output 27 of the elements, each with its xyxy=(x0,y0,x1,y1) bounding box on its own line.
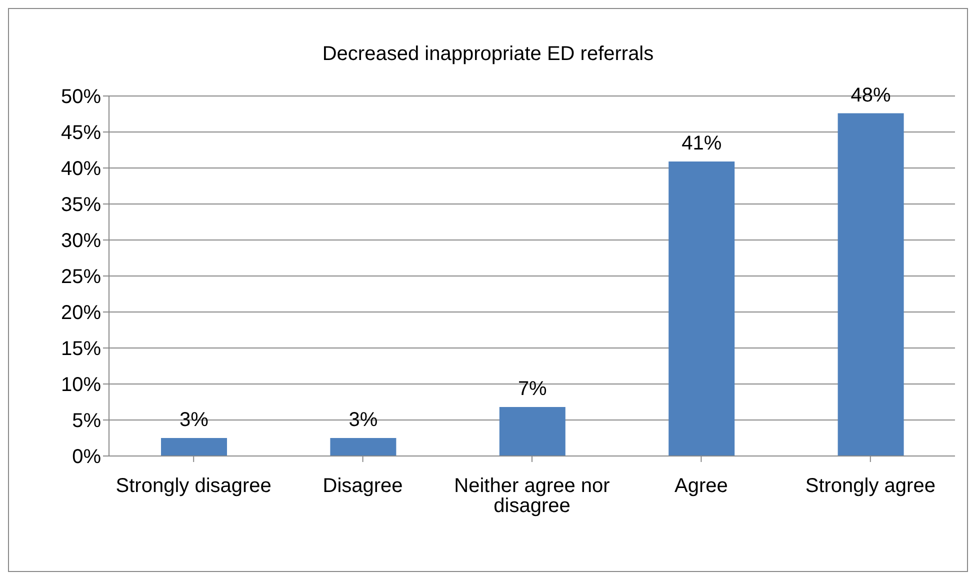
bar xyxy=(330,438,396,456)
bar xyxy=(499,407,566,456)
data-label: 3% xyxy=(348,409,378,431)
x-tick-label: Neither agree nor disagree xyxy=(454,475,610,518)
x-tick-label: Disagree xyxy=(322,475,403,498)
data-label: 3% xyxy=(180,409,209,431)
data-label: 48% xyxy=(850,84,892,106)
y-tick-label: 25% xyxy=(60,266,102,288)
data-label: 7% xyxy=(518,378,548,400)
y-tick-label: 5% xyxy=(72,410,102,432)
bar xyxy=(838,113,904,456)
y-tick-label: 0% xyxy=(72,446,102,468)
x-tick-label: Strongly disagree xyxy=(116,475,272,498)
bar xyxy=(161,438,227,456)
bar xyxy=(668,162,735,456)
y-tick-label: 15% xyxy=(60,338,102,360)
y-tick-label: 50% xyxy=(60,86,102,108)
x-tick-label: Strongly agree xyxy=(805,475,936,498)
x-tick-label: Agree xyxy=(674,475,728,498)
y-tick-label: 45% xyxy=(60,122,102,144)
y-tick-label: 20% xyxy=(60,302,102,324)
y-tick-label: 35% xyxy=(60,194,102,216)
y-tick-label: 10% xyxy=(60,374,102,396)
y-tick-label: 30% xyxy=(60,230,102,252)
data-label: 41% xyxy=(682,132,722,155)
chart-title: Decreased inappropriate ED referrals xyxy=(321,43,655,66)
y-tick-label: 40% xyxy=(60,158,102,180)
